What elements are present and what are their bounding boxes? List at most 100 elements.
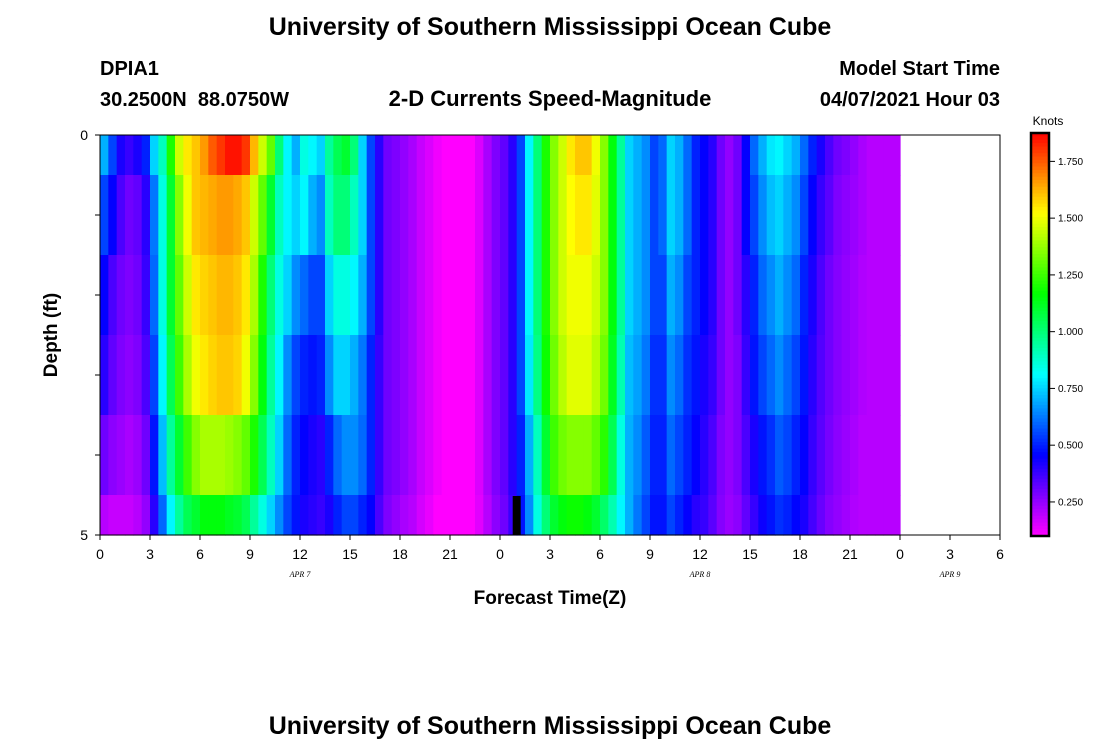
heatmap-cell (108, 255, 118, 336)
heatmap-cell (300, 415, 309, 496)
heatmap-cell (791, 175, 801, 256)
heatmap-cell (291, 135, 301, 176)
x-tick-label: 3 (946, 546, 954, 562)
colorbar-swatch (1031, 159, 1049, 164)
heatmap-cell (858, 495, 868, 536)
heatmap-cell (100, 415, 109, 496)
colorbar-frame (1029, 131, 1051, 538)
heatmap-cell (875, 135, 884, 176)
heatmap-cell (266, 135, 276, 176)
model-start-time: 04/07/2021 Hour 03 (820, 89, 1000, 111)
heatmap-cell (200, 135, 209, 176)
heatmap-cell (141, 175, 151, 256)
heatmap-cell (666, 175, 676, 256)
colorbar-swatch (1031, 354, 1049, 359)
heatmap-cell (858, 175, 868, 256)
heatmap-cell (558, 175, 568, 256)
heatmap-cell (391, 175, 401, 256)
heatmap-cell (750, 175, 759, 256)
x-tick-label: 9 (646, 546, 654, 562)
heatmap-cell (116, 255, 126, 336)
heatmap-cell (366, 415, 376, 496)
heatmap-cell (333, 415, 343, 496)
colorbar-swatch (1031, 371, 1049, 376)
heatmap-cell (208, 495, 218, 536)
heatmap-cell (875, 335, 884, 416)
x-tick-label: 6 (196, 546, 204, 562)
heatmap-cell (275, 255, 284, 336)
heatmap-cell (875, 255, 884, 336)
heatmap-cell (533, 495, 543, 536)
colorbar-swatch (1031, 331, 1049, 336)
colorbar-swatch (1031, 240, 1049, 245)
heatmap-cell (475, 335, 484, 416)
heatmap-cell (391, 135, 401, 176)
colorbar-swatch (1031, 220, 1049, 225)
heatmap-cell (400, 495, 409, 536)
heatmap-cell (608, 255, 618, 336)
heatmap-cell (575, 135, 584, 176)
heatmap-cell (350, 415, 359, 496)
heatmap-cell (175, 335, 184, 416)
x-tick-label: 15 (742, 546, 758, 562)
heatmap-cell (216, 495, 226, 536)
heatmap-cell (491, 255, 501, 336)
heatmap-cell (341, 255, 351, 336)
heatmap-cell (316, 175, 326, 256)
colorbar-swatch (1031, 482, 1049, 487)
heatmap-cell (800, 175, 809, 256)
heatmap-cell (875, 495, 884, 536)
heatmap-cell (450, 335, 459, 416)
heatmap-cell (275, 335, 284, 416)
heatmap-cell (575, 175, 584, 256)
heatmap-cell (866, 175, 876, 256)
colorbar-swatch (1031, 247, 1049, 252)
heatmap-cell (641, 335, 651, 416)
heatmap-cell (616, 175, 626, 256)
heatmap-cell (458, 175, 468, 256)
heatmap-cell (375, 495, 384, 536)
heatmap-cell (891, 495, 901, 536)
heatmap-cell (650, 135, 659, 176)
heatmap-cell (208, 135, 218, 176)
heatmap-cell (508, 175, 518, 256)
heatmap-cell (775, 135, 784, 176)
heatmap-cell (175, 175, 184, 256)
heatmap-cell (766, 415, 776, 496)
heatmap-cell (225, 135, 234, 176)
heatmap-cell (383, 335, 393, 416)
heatmap-cell (550, 415, 559, 496)
heatmap-cell (216, 335, 226, 416)
heatmap-cell (158, 175, 168, 256)
heatmap-cell (366, 335, 376, 416)
heatmap-cell (666, 415, 676, 496)
heatmap-cell (483, 335, 493, 416)
heatmap-cell (575, 255, 584, 336)
heatmap-cell (525, 335, 534, 416)
heatmap-cell (725, 255, 734, 336)
x-tick-label: 9 (246, 546, 254, 562)
colorbar-swatch (1031, 317, 1049, 322)
heatmap-cell (225, 335, 234, 416)
heatmap-cell (566, 135, 576, 176)
colorbar-swatch (1031, 257, 1049, 262)
heatmap-cell (258, 495, 268, 536)
heatmap-cell (166, 175, 176, 256)
heatmap-cell (716, 415, 726, 496)
heatmap-cell (600, 335, 609, 416)
heatmap-cell (841, 415, 851, 496)
colorbar-tick-label: 0.500 (1058, 441, 1083, 452)
heatmap-cell (391, 255, 401, 336)
heatmap-cell (291, 415, 301, 496)
heatmap-cell (533, 415, 543, 496)
date-label: APR 8 (689, 570, 711, 579)
heatmap-cell (633, 415, 643, 496)
heatmap-cell (558, 135, 568, 176)
heatmap-cell (108, 335, 118, 416)
heatmap-cell (733, 495, 743, 536)
x-tick-label: 3 (146, 546, 154, 562)
heatmap-cell (341, 495, 351, 536)
heatmap-cell (366, 175, 376, 256)
heatmap-cell (758, 175, 768, 256)
heatmap-cell (725, 135, 734, 176)
